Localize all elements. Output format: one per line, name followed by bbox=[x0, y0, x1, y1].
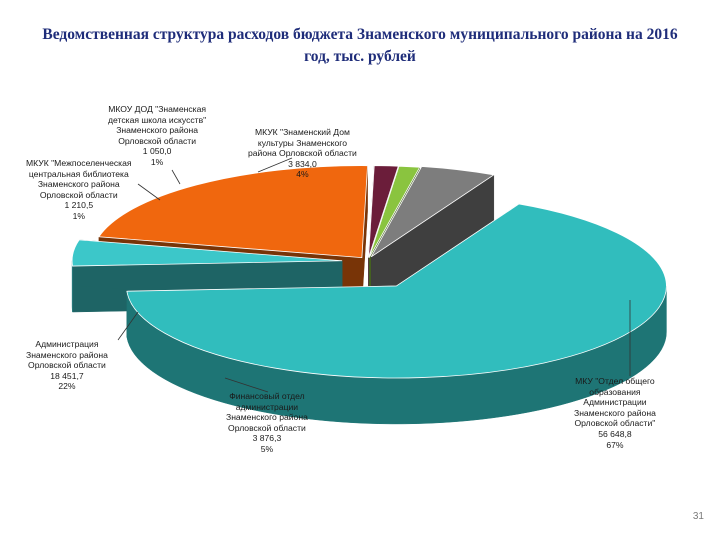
label-finance-line: Знаменского района bbox=[226, 412, 308, 423]
label-finance-line: администрации bbox=[235, 401, 299, 412]
label-library-line: Орловской области bbox=[39, 189, 118, 200]
label-finance: Финансовый отдел администрации Знаменско… bbox=[226, 391, 308, 455]
pie-slice-top bbox=[370, 166, 495, 258]
label-education-line: МКУ "Отдел общего bbox=[575, 376, 655, 386]
leader-line bbox=[117, 311, 139, 341]
label-library: МКУК "Межпоселенческая центральная библи… bbox=[26, 158, 132, 222]
label-admin-line: Администрация bbox=[35, 339, 99, 349]
leader-line bbox=[257, 157, 293, 173]
label-finance-value: 3 876,3 bbox=[252, 433, 282, 444]
label-school-value: 1 050,0 bbox=[142, 146, 172, 157]
label-culture: МКУК "Знаменский Дом культуры Знаменског… bbox=[248, 127, 357, 180]
pie-slice-top bbox=[98, 165, 368, 259]
label-education-value: 56 648,8 bbox=[598, 428, 632, 439]
label-library-line: МКУК "Межпоселенческая bbox=[26, 158, 132, 168]
label-culture-line: МКУК "Знаменский Дом bbox=[254, 127, 350, 137]
pie-slice-top bbox=[71, 239, 343, 267]
label-education-line: образования bbox=[589, 386, 641, 397]
pie-slice-top bbox=[368, 165, 399, 258]
label-culture-line: района Орловской области bbox=[248, 148, 357, 159]
label-culture-percent: 4% bbox=[296, 169, 309, 180]
label-education-percent: 67% bbox=[606, 439, 624, 450]
label-admin-line: Знаменского района bbox=[26, 349, 108, 360]
pie-slice bbox=[126, 203, 667, 425]
label-school-line: Орловской области bbox=[118, 135, 197, 146]
label-school-line: МКОУ ДОД "Знаменская bbox=[108, 104, 207, 114]
leader-line bbox=[224, 377, 269, 393]
label-education: МКУ "Отдел общего образования Администра… bbox=[574, 376, 656, 450]
label-education-line: Знаменского района bbox=[574, 407, 656, 418]
leader-line bbox=[171, 169, 181, 185]
label-admin: Администрация Знаменского района Орловск… bbox=[26, 339, 108, 392]
label-culture-line: культуры Знаменского bbox=[257, 137, 348, 148]
label-school-line: Знаменского района bbox=[116, 125, 199, 136]
label-school-percent: 1% bbox=[150, 156, 164, 167]
label-education-line: Администрации bbox=[583, 397, 647, 408]
label-admin-percent: 22% bbox=[58, 381, 76, 392]
label-admin-value: 18 451,7 bbox=[50, 370, 84, 381]
pie-slice-top bbox=[126, 203, 667, 379]
pie-slice-top bbox=[368, 165, 421, 258]
label-admin-line: Орловской области bbox=[28, 360, 106, 371]
label-finance-percent: 5% bbox=[260, 443, 274, 454]
label-library-percent: 1% bbox=[72, 210, 85, 221]
label-culture-value: 3 834,0 bbox=[288, 158, 317, 169]
label-library-value: 1 210,5 bbox=[64, 200, 94, 211]
page-number: 31 bbox=[692, 511, 704, 522]
label-finance-line: Финансовый отдел bbox=[229, 391, 305, 401]
chart-title: Ведомственная структура расходов бюджета… bbox=[42, 26, 678, 65]
label-library-line: центральная библиотека bbox=[28, 168, 129, 179]
label-education-line: Орловской области" bbox=[574, 418, 656, 429]
label-school: МКОУ ДОД "Знаменская детская школа искус… bbox=[108, 104, 206, 168]
leader-line bbox=[137, 183, 161, 201]
label-school-line: детская школа искусств" bbox=[108, 114, 207, 125]
label-library-line: Знаменского района bbox=[37, 179, 120, 190]
pie-slice bbox=[370, 165, 495, 304]
label-finance-line: Орловской области bbox=[228, 422, 306, 433]
